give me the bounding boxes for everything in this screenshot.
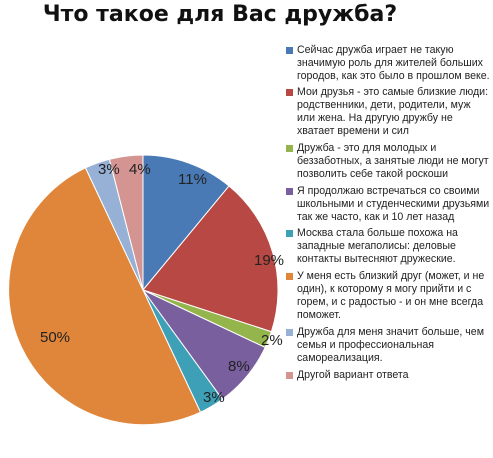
pie-data-label: 3% xyxy=(203,389,225,406)
legend-swatch xyxy=(286,47,293,54)
legend-item: Я продолжаю встречаться со своими школьн… xyxy=(286,185,491,224)
legend-label: Сейчас дружба играет не такую значимую р… xyxy=(297,44,490,82)
pie-slice xyxy=(108,154,144,291)
legend-swatch xyxy=(286,230,293,237)
legend-item: Мои друзья - это самые близкие люди: род… xyxy=(286,86,491,138)
legend-item: У меня есть близкий друг (может, и не од… xyxy=(286,270,491,322)
legend-label: Мои друзья - это самые близкие люди: род… xyxy=(297,86,489,137)
pie-slice xyxy=(142,154,230,292)
pie-data-label: 11% xyxy=(178,171,207,188)
legend-label: Другой вариант ответа xyxy=(297,369,409,381)
legend-item: Дружба - это для молодых и беззаботных, … xyxy=(286,142,491,181)
pie-data-label: 3% xyxy=(98,161,120,178)
pie-data-labels: 11%19%2%8%3%50%3% 4% xyxy=(40,161,284,406)
chart-legend: Сейчас дружба играет не такую значимую р… xyxy=(286,44,491,382)
legend-label: Москва стала больше похожа на западные м… xyxy=(297,227,458,265)
legend-label: У меня есть близкий друг (может, и не од… xyxy=(297,270,485,321)
pie-data-label: 4% xyxy=(129,161,151,178)
chart-title: Что такое для Вас дружба? xyxy=(42,2,398,27)
legend-swatch xyxy=(286,145,293,152)
pie-slice xyxy=(142,185,279,333)
legend-swatch xyxy=(286,273,293,280)
legend-label: Дружба для меня значит больше, чем семья… xyxy=(297,326,484,364)
legend-swatch xyxy=(286,188,293,195)
legend-swatch xyxy=(286,329,293,336)
legend-item: Сейчас дружба играет не такую значимую р… xyxy=(286,44,491,83)
legend-label: Я продолжаю встречаться со своими школьн… xyxy=(297,185,490,223)
legend-item: Москва стала больше похожа на западные м… xyxy=(286,227,491,266)
pie-data-label: 8% xyxy=(228,358,250,375)
legend-label: Дружба - это для молодых и беззаботных, … xyxy=(297,142,489,180)
legend-swatch xyxy=(286,89,293,96)
pie-slice xyxy=(8,167,202,426)
pie-data-label: 19% xyxy=(254,252,284,269)
pie-data-label: 50% xyxy=(40,329,70,346)
legend-swatch xyxy=(286,372,293,379)
pie-data-label: 2% xyxy=(261,332,283,349)
legend-item: Дружба для меня значит больше, чем семья… xyxy=(286,326,491,365)
pie-slices xyxy=(8,154,279,426)
legend-item: Другой вариант ответа xyxy=(286,369,491,382)
